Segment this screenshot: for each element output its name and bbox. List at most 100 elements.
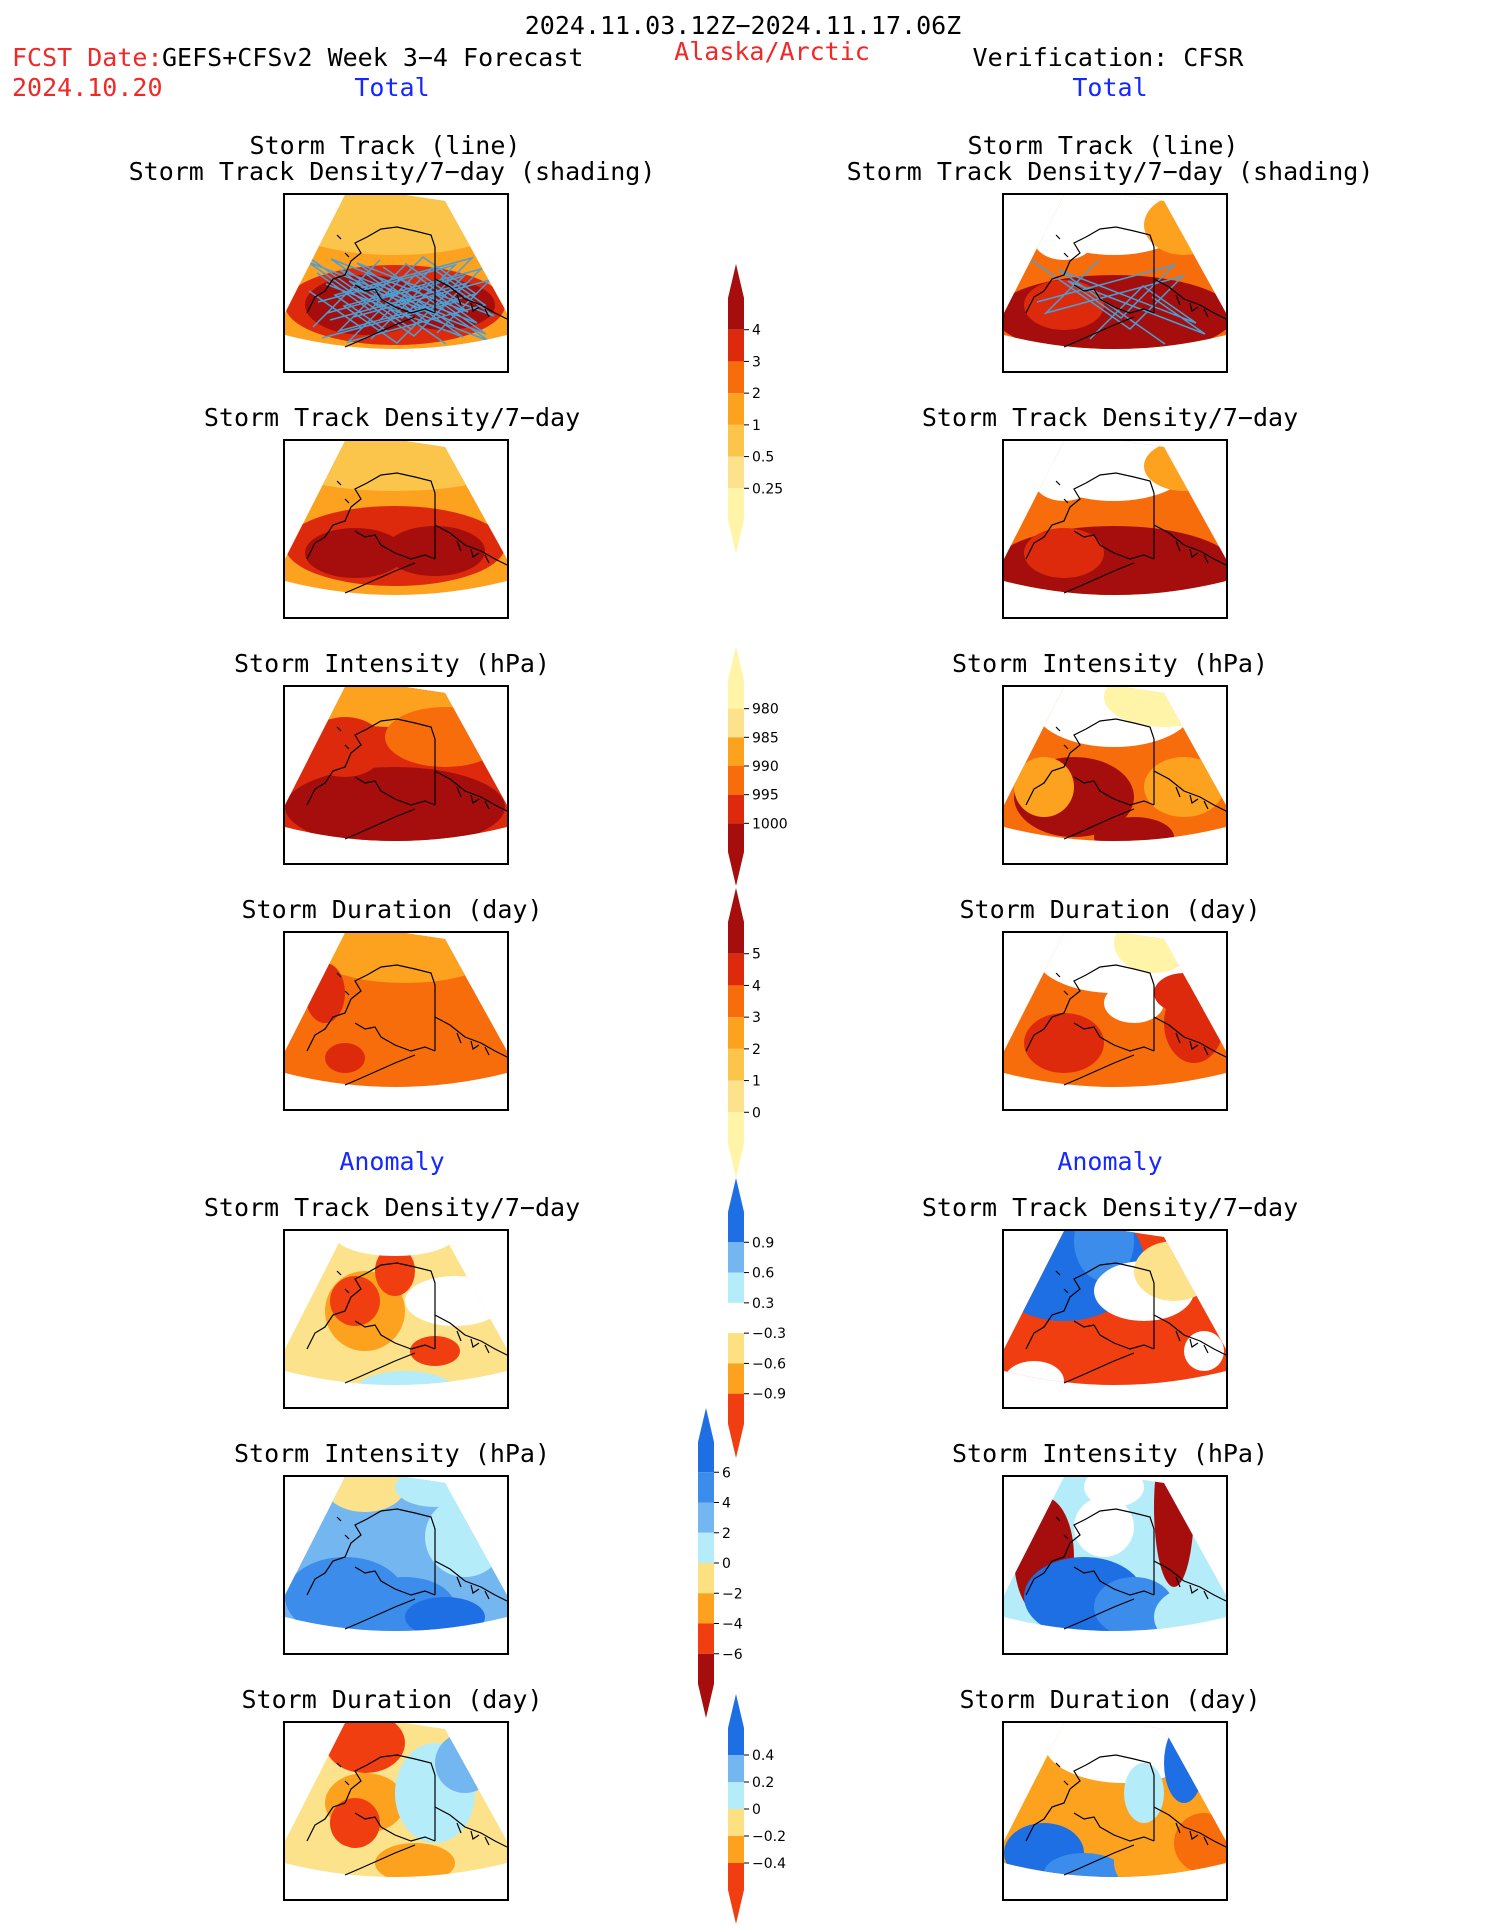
colorbar-tick-label: 995 bbox=[752, 788, 779, 804]
colorbar-segment bbox=[728, 1782, 744, 1809]
coastline bbox=[1025, 1754, 1226, 1876]
field-region bbox=[355, 1371, 455, 1385]
colorbar-segment bbox=[728, 1363, 744, 1394]
coastline bbox=[1025, 718, 1226, 840]
field-shading bbox=[285, 1231, 507, 1385]
coastline bbox=[306, 1508, 507, 1630]
colorbar-tick-label: −0.9 bbox=[752, 1387, 786, 1403]
colorbar-segment bbox=[728, 823, 744, 852]
colorbar-tick-label: −0.4 bbox=[752, 1856, 786, 1872]
map-density-anom-right bbox=[1002, 1229, 1228, 1409]
colorbar-segment bbox=[728, 1112, 744, 1144]
coastline bbox=[306, 1754, 507, 1876]
field-region bbox=[305, 528, 405, 578]
field-region bbox=[375, 1246, 415, 1296]
colorbar-duration-total: 5 4 3 2 1 0 bbox=[726, 888, 806, 1182]
colorbar-segment bbox=[728, 737, 744, 766]
title-track-shading-right: Storm Track Density/7−day (shading) bbox=[846, 157, 1374, 186]
colorbar-segment bbox=[728, 329, 744, 362]
field-shading bbox=[285, 441, 507, 595]
map-density-right bbox=[1002, 439, 1228, 619]
map-svg bbox=[1004, 687, 1226, 841]
colorbar-cap-bottom bbox=[728, 852, 744, 886]
map-svg bbox=[1004, 195, 1226, 349]
field-shading bbox=[1004, 441, 1226, 595]
colorbar-tick-label: 0 bbox=[752, 1105, 761, 1121]
colorbar-svg: 5 4 3 2 1 0 bbox=[728, 888, 761, 1178]
field-region bbox=[410, 1336, 460, 1366]
map-duration-right bbox=[1002, 931, 1228, 1111]
title-density-anom-left: Storm Track Density/7−day bbox=[203, 1193, 581, 1222]
field-region bbox=[1074, 1231, 1134, 1281]
colorbar-segment bbox=[728, 1333, 744, 1364]
field-shading bbox=[1004, 195, 1226, 349]
map-svg bbox=[285, 195, 507, 349]
forecast-name: GEFS+CFSv2 Week 3−4 Forecast bbox=[162, 43, 584, 72]
title-duration-right: Storm Duration (day) bbox=[959, 895, 1261, 924]
colorbar-cap-top bbox=[728, 646, 744, 680]
colorbar-segment bbox=[728, 1080, 744, 1113]
field-region bbox=[1094, 817, 1174, 841]
title-intensity-anom-left: Storm Intensity (hPa) bbox=[233, 1439, 551, 1468]
map-intensity-anom-left bbox=[283, 1475, 509, 1655]
field-region bbox=[1114, 933, 1194, 973]
coastline bbox=[1025, 1262, 1226, 1384]
colorbar-tick-label: 1 bbox=[752, 418, 761, 434]
right-anomaly-label: Anomaly bbox=[1057, 1147, 1163, 1176]
field-region bbox=[1124, 1763, 1164, 1823]
colorbar-cap-bottom bbox=[728, 520, 744, 554]
field-shading bbox=[285, 687, 507, 841]
title-density-anom-right: Storm Track Density/7−day bbox=[921, 1193, 1299, 1222]
field-region bbox=[325, 1723, 405, 1773]
field-region bbox=[330, 1276, 380, 1326]
field-region bbox=[1014, 757, 1074, 817]
colorbar-tick-label: −4 bbox=[722, 1617, 743, 1633]
title-density-right: Storm Track Density/7−day bbox=[921, 403, 1299, 432]
field-shading bbox=[285, 195, 507, 349]
field-region bbox=[405, 1597, 485, 1631]
coastline bbox=[1025, 1508, 1226, 1630]
field-region bbox=[435, 1733, 495, 1793]
field-region bbox=[425, 1497, 505, 1577]
colorbar-tick-label: 0.25 bbox=[752, 481, 783, 497]
colorbar-segment bbox=[728, 1809, 744, 1836]
colorbar-tick-label: 0 bbox=[752, 1802, 761, 1818]
colorbar-segment bbox=[698, 1472, 714, 1503]
field-region bbox=[285, 1843, 365, 1877]
field-region bbox=[1154, 973, 1214, 1013]
colorbar-segment bbox=[728, 1302, 744, 1334]
colorbar-cap-bottom bbox=[728, 1890, 744, 1924]
title-intensity-anom-right: Storm Intensity (hPa) bbox=[951, 1439, 1269, 1468]
map-svg bbox=[285, 1723, 507, 1877]
colorbar-svg: 980 985 990 995 1000 bbox=[728, 646, 788, 886]
colorbar-svg: 4 3 2 1 0.5 0.25 bbox=[728, 264, 783, 554]
colorbar-intensity-anom: 6 4 2 0 −2 −4 −6 bbox=[696, 1408, 776, 1722]
verification-label: Verification: CFSR bbox=[972, 43, 1244, 72]
coastline bbox=[306, 718, 507, 840]
colorbar-cap-top bbox=[728, 888, 744, 922]
colorbar-segment bbox=[728, 1755, 744, 1782]
colorbar-segment bbox=[728, 953, 744, 986]
coastline bbox=[306, 964, 507, 1086]
map-density-left bbox=[283, 439, 509, 619]
colorbar-tick-label: 0.9 bbox=[752, 1235, 774, 1251]
coastline bbox=[306, 226, 507, 348]
field-region bbox=[325, 1477, 405, 1512]
field-region bbox=[285, 767, 505, 841]
colorbar-segment bbox=[728, 794, 744, 824]
colorbar-intensity-total: 980 985 990 995 1000 bbox=[726, 646, 806, 890]
colorbar-segment bbox=[728, 1272, 744, 1303]
title-duration-anom-right: Storm Duration (day) bbox=[959, 1685, 1261, 1714]
colorbar-tick-label: 1 bbox=[752, 1074, 761, 1090]
colorbar-segment bbox=[728, 680, 744, 709]
colorbar-cap-bottom bbox=[698, 1684, 714, 1718]
colorbar-tick-label: 2 bbox=[752, 386, 761, 402]
colorbar-tick-label: 6 bbox=[722, 1465, 731, 1481]
map-svg bbox=[285, 933, 507, 1087]
colorbar-segment bbox=[698, 1593, 714, 1624]
colorbar-segment bbox=[728, 1017, 744, 1049]
title-track-shading-left: Storm Track Density/7−day (shading) bbox=[128, 157, 656, 186]
colorbar-segment bbox=[728, 456, 744, 489]
field-region bbox=[285, 195, 507, 255]
fcst-date-label: FCST Date: bbox=[12, 43, 163, 72]
